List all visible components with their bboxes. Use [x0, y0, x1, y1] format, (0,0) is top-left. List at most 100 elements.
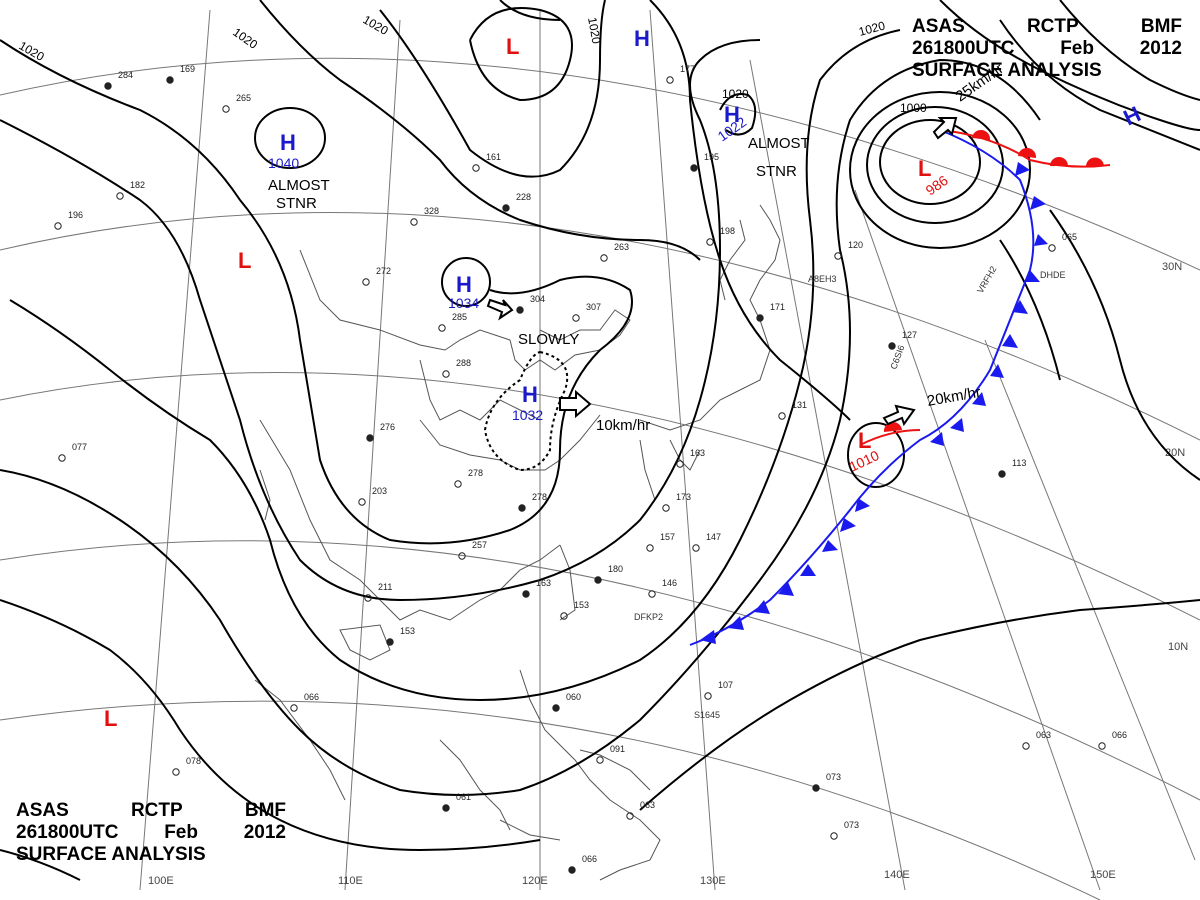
station-marker — [834, 252, 842, 260]
station-marker — [568, 866, 576, 874]
station-marker — [438, 324, 446, 332]
station-marker — [626, 812, 634, 820]
station-marker — [454, 480, 462, 488]
station-marker — [166, 76, 174, 84]
station-marker — [410, 218, 418, 226]
dashed-contour — [483, 351, 569, 472]
lon-label-150: 150E — [1090, 869, 1116, 881]
station-value: 131 — [792, 400, 807, 410]
graticule-labels: 30N 20N 10N 100E 110E 120E 130E 140E 150… — [148, 261, 1188, 887]
station-marker — [362, 278, 370, 286]
station-value: 198 — [720, 226, 735, 236]
station-value: 073 — [826, 772, 841, 782]
svg-text:S1645: S1645 — [694, 710, 720, 720]
svg-text:H: H — [456, 272, 472, 297]
almost-stnr-2-line1: ALMOST — [748, 135, 810, 152]
high-center-1040: H 1040 — [268, 130, 299, 171]
station-marker — [778, 412, 786, 420]
high-center-1034: H 1034 — [448, 272, 479, 311]
svg-text:L: L — [506, 34, 519, 59]
station-value: 157 — [660, 532, 675, 542]
svg-text:L: L — [104, 706, 117, 731]
svg-text:L: L — [918, 156, 931, 181]
station-value: 173 — [676, 492, 691, 502]
title-block-top: ASAS RCTP BMF 261800UTC Feb 2012 SURFACE… — [912, 16, 1182, 82]
slowly-label: SLOWLY — [518, 331, 579, 348]
station-value: 065 — [1062, 232, 1077, 242]
lat-label-10: 10N — [1168, 641, 1188, 653]
station-marker — [172, 768, 180, 776]
station-value: 203 — [372, 486, 387, 496]
station-value: 285 — [452, 312, 467, 322]
station-value: 257 — [472, 540, 487, 550]
pressure-centers: H 1040 H 1034 H 1032 H 1022 1020 H H L 9… — [104, 26, 1145, 731]
station-marker — [54, 222, 62, 230]
station-marker — [596, 756, 604, 764]
title-block-bottom: ASAS RCTP BMF 261800UTC Feb 2012 SURFACE… — [16, 800, 286, 866]
station-value: 163 — [690, 448, 705, 458]
title-line-3: SURFACE ANALYSIS — [16, 844, 206, 865]
station-value: 177 — [680, 64, 695, 74]
station-marker — [366, 434, 374, 442]
svg-text:A8EH3: A8EH3 — [808, 274, 837, 284]
station-value: 288 — [456, 358, 471, 368]
lon-label-110: 110E — [338, 875, 363, 887]
station-value: 195 — [704, 152, 719, 162]
station-marker — [516, 306, 524, 314]
station-marker — [706, 238, 714, 246]
station-marker — [830, 832, 838, 840]
station-value: 276 — [380, 422, 395, 432]
meridian-lines — [139, 9, 1196, 891]
station-plots: 284 182 196 169 265 161 228 328 272 304 307 263 195 1… — [54, 64, 1127, 874]
station-marker — [358, 498, 366, 506]
station-marker — [812, 784, 820, 792]
station-value: 091 — [610, 744, 625, 754]
station-value: 153 — [574, 600, 589, 610]
warm-front — [859, 129, 1111, 446]
almost-stnr-2-line2: STNR — [756, 163, 797, 180]
station-value: 272 — [376, 266, 391, 276]
title-line-2: 261800UTC Feb 2012 — [912, 38, 1182, 59]
station-marker — [58, 454, 66, 462]
svg-text:1020: 1020 — [857, 18, 887, 39]
station-value: 284 — [118, 70, 133, 80]
station-marker — [666, 76, 674, 84]
station-value: 180 — [608, 564, 623, 574]
station-value: 077 — [72, 442, 87, 452]
station-marker — [692, 544, 700, 552]
station-marker — [572, 314, 580, 322]
svg-text:L: L — [238, 248, 251, 273]
station-value: 066 — [582, 854, 597, 864]
svg-text:H: H — [522, 382, 538, 407]
station-value: 263 — [614, 242, 629, 252]
station-marker — [662, 504, 670, 512]
svg-text:1020: 1020 — [585, 16, 603, 45]
station-marker — [998, 470, 1006, 478]
low-center-north: L — [506, 34, 519, 59]
station-marker — [1098, 742, 1106, 750]
svg-text:H: H — [280, 130, 296, 155]
station-value: 161 — [486, 152, 501, 162]
station-marker — [676, 460, 684, 468]
station-marker — [364, 594, 372, 602]
lon-label-100: 100E — [148, 875, 174, 887]
almost-stnr-1-line2: STNR — [276, 195, 317, 212]
svg-text:H: H — [634, 26, 650, 51]
svg-text:DHDE: DHDE — [1040, 270, 1066, 280]
station-value: 060 — [566, 692, 581, 702]
movement-arrows — [486, 117, 958, 427]
station-value: 146 — [662, 578, 677, 588]
station-value: 278 — [532, 492, 547, 502]
station-value: 163 — [536, 578, 551, 588]
svg-text:1040: 1040 — [268, 155, 299, 171]
station-marker — [522, 590, 530, 598]
station-value: 127 — [902, 330, 917, 340]
station-value: 328 — [424, 206, 439, 216]
low-center-south: L — [104, 706, 117, 731]
station-marker — [518, 504, 526, 512]
station-marker — [704, 692, 712, 700]
station-marker — [646, 544, 654, 552]
station-value: 113 — [1012, 458, 1026, 468]
station-marker — [222, 105, 230, 113]
